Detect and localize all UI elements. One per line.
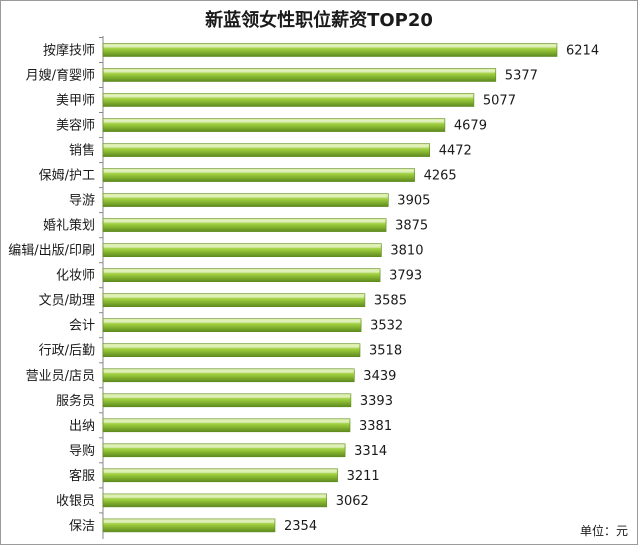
bar-highlight-1 bbox=[104, 70, 495, 73]
category-label-13: 营业员/店员 bbox=[26, 369, 95, 384]
category-label-15: 出纳 bbox=[69, 419, 95, 434]
category-label-1: 月嫂/育婴师 bbox=[26, 68, 95, 84]
bar-highlight-17 bbox=[104, 470, 337, 473]
bar-0 bbox=[102, 43, 558, 57]
data-label-9: 3793 bbox=[389, 269, 422, 284]
data-label-8: 3810 bbox=[390, 244, 423, 259]
bar-highlight-0 bbox=[104, 45, 556, 48]
data-label-15: 3381 bbox=[359, 419, 392, 434]
category-label-3: 美容师 bbox=[56, 118, 95, 134]
data-label-4: 4472 bbox=[439, 144, 472, 159]
bar-17 bbox=[102, 468, 338, 483]
bar-highlight-16 bbox=[104, 445, 345, 448]
data-label-13: 3439 bbox=[363, 369, 396, 384]
bar-12 bbox=[102, 343, 361, 358]
unit-label: 单位：元 bbox=[580, 523, 628, 538]
category-label-11: 会计 bbox=[69, 319, 95, 334]
bar-highlight-10 bbox=[104, 295, 364, 298]
data-label-1: 5377 bbox=[505, 69, 538, 84]
bar-7 bbox=[102, 218, 387, 232]
category-label-8: 编辑/出版/印刷 bbox=[8, 244, 95, 259]
bar-highlight-18 bbox=[104, 495, 326, 498]
bar-14 bbox=[102, 393, 352, 408]
bar-highlight-4 bbox=[104, 145, 429, 148]
bars-group: 按摩技师 6214 月嫂/育婴师 5377 美甲师 5077 美容师 4679 销售 4472 保姆… bbox=[8, 37, 599, 534]
bar-19 bbox=[102, 518, 276, 533]
data-label-17: 3211 bbox=[347, 469, 380, 484]
bar-highlight-19 bbox=[104, 520, 274, 523]
category-label-12: 行政/后勤 bbox=[39, 344, 95, 359]
category-label-16: 导购 bbox=[69, 443, 95, 459]
bar-15 bbox=[102, 418, 351, 433]
bar-13 bbox=[102, 368, 355, 383]
category-label-4: 销售 bbox=[69, 143, 95, 159]
category-label-5: 保姆/护工 bbox=[39, 169, 95, 184]
category-label-0: 按摩技师 bbox=[43, 43, 95, 59]
bar-highlight-5 bbox=[104, 170, 414, 173]
bar-highlight-2 bbox=[104, 95, 473, 98]
data-label-18: 3062 bbox=[336, 494, 369, 509]
category-label-2: 美甲师 bbox=[56, 94, 95, 109]
data-label-12: 3518 bbox=[369, 344, 402, 359]
category-label-18: 收银员 bbox=[56, 494, 95, 509]
data-label-19: 2354 bbox=[284, 519, 317, 534]
data-label-2: 5077 bbox=[483, 94, 516, 109]
bar-11 bbox=[102, 318, 362, 333]
bar-10 bbox=[102, 293, 366, 308]
data-label-0: 6214 bbox=[566, 44, 599, 59]
category-label-14: 服务员 bbox=[56, 393, 95, 409]
bar-highlight-9 bbox=[104, 270, 380, 273]
data-label-14: 3393 bbox=[360, 394, 393, 409]
bar-highlight-14 bbox=[104, 395, 350, 398]
bar-18 bbox=[102, 493, 327, 508]
category-label-9: 化妆师 bbox=[56, 269, 95, 284]
bar-16 bbox=[102, 443, 346, 458]
bar-4 bbox=[102, 143, 431, 157]
chart-title: 新蓝领女性职位薪资TOP20 bbox=[205, 9, 433, 31]
bar-highlight-12 bbox=[104, 345, 359, 348]
category-label-10: 文员/助理 bbox=[39, 294, 95, 309]
bar-highlight-7 bbox=[104, 220, 386, 223]
data-label-7: 3875 bbox=[395, 219, 428, 234]
data-label-11: 3532 bbox=[370, 319, 403, 334]
data-label-3: 4679 bbox=[454, 119, 487, 134]
bar-3 bbox=[102, 118, 446, 132]
data-label-6: 3905 bbox=[397, 194, 430, 209]
category-label-7: 婚礼策划 bbox=[43, 218, 95, 234]
data-label-10: 3585 bbox=[374, 294, 407, 309]
category-label-6: 导游 bbox=[69, 194, 95, 209]
bar-6 bbox=[102, 193, 389, 207]
data-label-5: 4265 bbox=[424, 169, 457, 184]
category-label-19: 保洁 bbox=[69, 519, 95, 534]
data-label-16: 3314 bbox=[354, 444, 387, 459]
bar-highlight-11 bbox=[104, 320, 361, 323]
bar-highlight-3 bbox=[104, 120, 444, 123]
bar-highlight-8 bbox=[104, 245, 381, 248]
category-label-17: 客服 bbox=[69, 468, 95, 484]
bar-highlight-15 bbox=[104, 420, 349, 423]
bar-highlight-13 bbox=[104, 370, 354, 373]
bar-5 bbox=[102, 168, 415, 182]
bar-highlight-6 bbox=[104, 195, 388, 198]
bar-1 bbox=[102, 68, 497, 82]
bar-9 bbox=[102, 268, 381, 283]
bar-8 bbox=[102, 243, 382, 257]
bar-2 bbox=[102, 93, 475, 107]
